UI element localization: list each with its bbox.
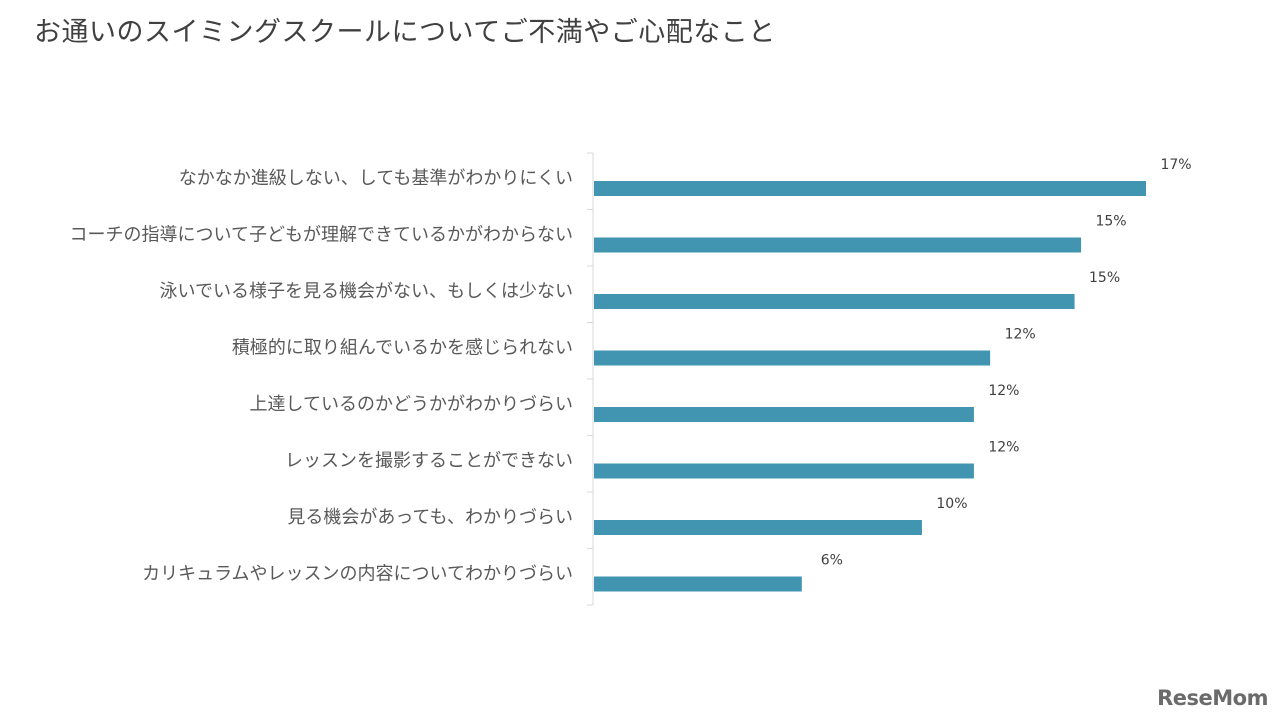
bar — [594, 237, 1082, 253]
data-label: 15% — [1089, 270, 1120, 286]
bar — [594, 350, 991, 366]
resemom-logo: ReseMom — [1157, 686, 1268, 710]
data-label: 17% — [1160, 157, 1191, 173]
data-label: 12% — [988, 383, 1019, 399]
data-label: 15% — [1095, 214, 1126, 230]
category-label: コーチの指導について子どもが理解できているかがわからない — [70, 225, 573, 246]
data-label: 10% — [936, 496, 967, 512]
bar — [594, 520, 922, 535]
category-label: 積極的に取り組んでいるかを感じられない — [232, 338, 573, 359]
bar — [594, 463, 974, 479]
data-label: 12% — [1005, 327, 1036, 343]
category-label: 見る機会があっても、わかりづらい — [287, 507, 573, 528]
bar — [594, 407, 974, 422]
bar-series — [594, 181, 1146, 592]
category-label: 泳いでいる様子を見る機会がない、もしくは少ない — [160, 281, 573, 302]
category-label: 上達しているのかどうかがわかりづらい — [250, 394, 573, 415]
data-label: 12% — [988, 440, 1019, 456]
category-label: レッスンを撮影することができない — [285, 451, 573, 472]
category-labels: なかなか進級しない、しても基準がわかりにくいコーチの指導について子どもが理解でき… — [70, 168, 573, 585]
data-label: 6% — [821, 553, 843, 569]
category-label: なかなか進級しない、しても基準がわかりにくい — [179, 168, 573, 189]
bar — [594, 181, 1146, 196]
bar — [594, 576, 802, 592]
data-labels: 17% 15% 15% 12% 12% 12% 10% 6% — [821, 157, 1192, 569]
category-axis-ticks — [587, 152, 593, 606]
bar — [594, 294, 1075, 309]
category-label: カリキュラムやレッスンの内容についてわかりづらい — [142, 564, 573, 585]
chart-title: お通いのスイミングスクールについてご不満やご心配なこと — [34, 17, 776, 48]
